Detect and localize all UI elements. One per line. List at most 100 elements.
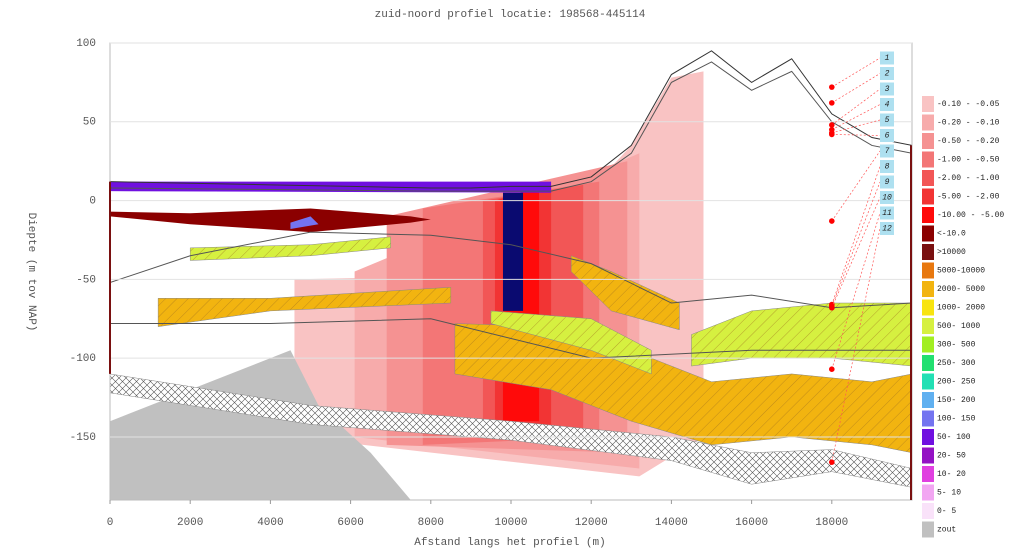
legend-label: -10.00 - -5.00 bbox=[937, 211, 1004, 220]
x-tick-label: 10000 bbox=[494, 517, 527, 529]
y-axis-label: Diepte (m tov NAP) bbox=[25, 213, 37, 332]
marker-label: 9 bbox=[885, 178, 890, 187]
profile-line bbox=[110, 231, 912, 309]
legend-swatch bbox=[922, 336, 934, 353]
marker-link bbox=[831, 197, 881, 308]
legend-swatch bbox=[922, 281, 934, 297]
legend-label: -5.00 - -2.00 bbox=[937, 193, 1000, 202]
x-tick-label: 18000 bbox=[815, 517, 848, 529]
marker-box bbox=[880, 144, 894, 158]
marker-dot bbox=[829, 100, 835, 106]
x-tick-label: 8000 bbox=[418, 517, 444, 529]
marker-box bbox=[880, 175, 894, 189]
marker-link bbox=[831, 134, 881, 136]
legend-label: 10- 20 bbox=[937, 470, 966, 479]
region bbox=[110, 208, 431, 233]
legend-swatch bbox=[922, 503, 934, 519]
legend-label: 1000- 2000 bbox=[937, 304, 985, 313]
marker-dot bbox=[829, 459, 835, 465]
region bbox=[110, 350, 411, 500]
y-tick-label: 100 bbox=[76, 38, 96, 50]
x-tick-label: 6000 bbox=[337, 517, 363, 529]
legend-swatch bbox=[922, 429, 934, 445]
marker-link bbox=[831, 73, 881, 104]
legend-swatch bbox=[922, 114, 934, 131]
marker-dot bbox=[829, 122, 835, 128]
y-tick-label: -150 bbox=[70, 432, 96, 444]
x-tick-label: 2000 bbox=[177, 517, 203, 529]
profile-line bbox=[110, 61, 912, 192]
chart-title: zuid-noord profiel locatie: 198568-44511… bbox=[375, 9, 646, 21]
marker-box bbox=[880, 222, 894, 235]
legend-label: 150- 200 bbox=[937, 396, 976, 405]
legend-swatch bbox=[922, 299, 934, 316]
legend-label: >10000 bbox=[937, 248, 966, 257]
marker-label: 1 bbox=[885, 54, 890, 63]
x-tick-label: 14000 bbox=[655, 517, 688, 529]
legend-label: zout bbox=[937, 526, 956, 535]
marker-box bbox=[880, 51, 894, 65]
legend-label: -2.00 - -1.00 bbox=[937, 174, 1000, 183]
region-hatch bbox=[157, 286, 452, 327]
marker-dot bbox=[829, 218, 835, 224]
marker-link bbox=[831, 166, 881, 305]
marker-box bbox=[880, 160, 894, 173]
marker-dot bbox=[829, 84, 835, 90]
marker-box bbox=[880, 82, 894, 96]
region-hatch bbox=[110, 373, 912, 488]
marker-link bbox=[831, 104, 881, 130]
region-hatch bbox=[570, 255, 680, 331]
marker-link bbox=[831, 212, 881, 370]
marker-label: 11 bbox=[882, 209, 892, 218]
marker-dot bbox=[829, 304, 835, 311]
legend-label: -0.50 - -0.20 bbox=[937, 137, 1000, 146]
legend-swatch bbox=[922, 355, 934, 371]
plot-area bbox=[110, 50, 912, 500]
marker-label: 5 bbox=[885, 116, 890, 125]
profile-line bbox=[110, 50, 912, 189]
legend-label: 100- 150 bbox=[937, 415, 976, 424]
marker-link bbox=[831, 57, 881, 88]
legend-swatch bbox=[922, 392, 934, 408]
marker-dot bbox=[829, 366, 835, 373]
legend-label: -0.20 - -0.10 bbox=[937, 119, 1000, 128]
x-tick-label: 16000 bbox=[735, 517, 768, 529]
legend-swatch bbox=[922, 318, 934, 334]
marker-box bbox=[880, 113, 894, 127]
x-axis-label: Afstand langs het profiel (m) bbox=[414, 537, 605, 549]
x-tick-label: 12000 bbox=[575, 517, 608, 529]
marker-label: 12 bbox=[882, 225, 892, 234]
legend-swatch bbox=[922, 484, 934, 501]
region bbox=[502, 192, 524, 311]
legend-swatch bbox=[922, 188, 934, 205]
marker-box bbox=[880, 98, 894, 111]
legend-swatch bbox=[922, 133, 934, 149]
marker-label: 3 bbox=[885, 85, 890, 94]
legend-swatch bbox=[922, 410, 934, 427]
legend-swatch bbox=[922, 96, 934, 112]
y-tick-label: -50 bbox=[76, 274, 96, 286]
legend-label: 500- 1000 bbox=[937, 322, 980, 331]
marker-label: 6 bbox=[885, 132, 890, 141]
legend-label: <-10.0 bbox=[937, 230, 966, 239]
y-tick-label: -100 bbox=[70, 353, 96, 365]
legend-swatch bbox=[922, 170, 934, 186]
marker-label: 4 bbox=[885, 101, 890, 110]
legend-swatch bbox=[922, 262, 934, 279]
y-tick-label: 50 bbox=[83, 117, 96, 129]
x-tick-label: 0 bbox=[107, 517, 114, 529]
legend-label: 250- 300 bbox=[937, 359, 976, 368]
profile-line bbox=[110, 318, 912, 359]
marker-box bbox=[880, 206, 894, 220]
region-hatch bbox=[189, 236, 391, 261]
legend-swatch bbox=[922, 466, 934, 482]
legend-label: -1.00 - -0.50 bbox=[937, 156, 1000, 165]
region bbox=[110, 181, 552, 193]
legend-label: 0- 5 bbox=[937, 507, 956, 516]
legend-label: 300- 500 bbox=[937, 341, 976, 350]
marker-label: 10 bbox=[882, 194, 892, 203]
marker-link bbox=[831, 88, 881, 126]
legend-label: 2000- 5000 bbox=[937, 285, 985, 294]
marker-box bbox=[880, 191, 894, 204]
